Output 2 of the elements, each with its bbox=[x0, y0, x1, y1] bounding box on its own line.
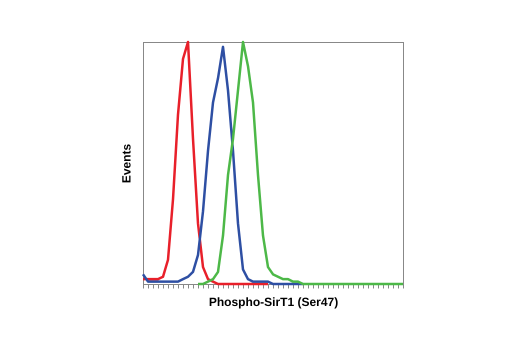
x-axis-title: Phospho-SirT1 (Ser47) bbox=[208, 295, 338, 309]
y-axis-title: Events bbox=[120, 144, 134, 184]
